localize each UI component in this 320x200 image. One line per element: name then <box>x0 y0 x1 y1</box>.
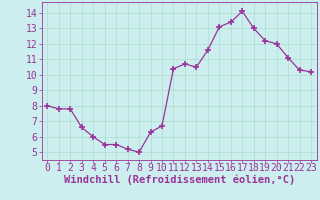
X-axis label: Windchill (Refroidissement éolien,°C): Windchill (Refroidissement éolien,°C) <box>64 174 295 185</box>
